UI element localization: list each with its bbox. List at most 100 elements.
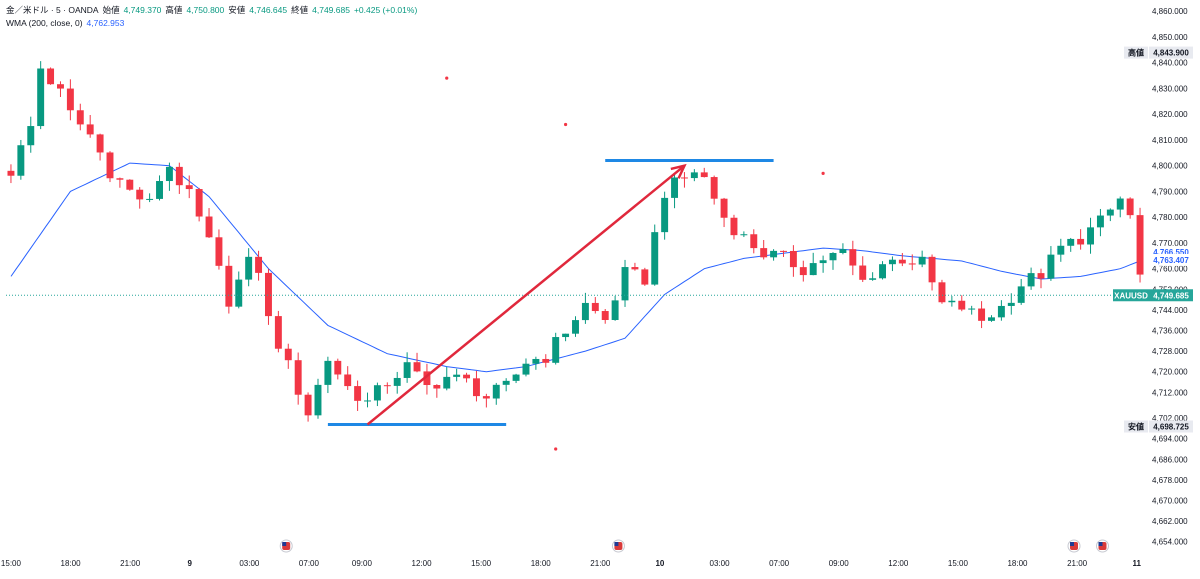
x-tick-label: 09:00 [352, 559, 373, 568]
candle-body [552, 337, 560, 363]
candle-body [809, 263, 817, 276]
candle-body [839, 249, 847, 253]
high-value: 4,750.800 [186, 5, 225, 15]
event-flag-icon [611, 539, 625, 553]
marker-dot [821, 171, 825, 176]
candle-body [1037, 273, 1045, 279]
low-value: 4,746.645 [249, 5, 288, 15]
svg-text:高値: 高値 [1128, 48, 1144, 58]
candle-body [532, 358, 540, 364]
candle-body [502, 380, 510, 385]
candle-body [562, 333, 570, 338]
y-tick-label: 4,810.000 [1152, 136, 1188, 145]
y-tick-label: 4,678.000 [1152, 476, 1188, 485]
candle-body [96, 134, 104, 153]
candle-body [869, 278, 877, 280]
y-tick-label: 4,860.000 [1152, 7, 1188, 16]
candle-body [859, 265, 867, 280]
y-tick-label: 4,820.000 [1152, 110, 1188, 119]
candle-body [175, 166, 183, 186]
y-tick-label: 4,702.000 [1152, 414, 1188, 423]
candle-body [829, 252, 837, 261]
candle-body [1087, 227, 1094, 245]
candle-body [433, 385, 441, 389]
x-tick-label: 09:00 [829, 559, 850, 568]
chart-legend: 金／米ドル · 5 · OANDA 始値 4,749.370 高値 4,750.80… [6, 4, 417, 30]
candle-body [165, 166, 173, 182]
candle-body [492, 384, 500, 399]
candle-body [482, 396, 490, 399]
x-tick-label: 12:00 [888, 559, 909, 568]
candle-body [195, 189, 203, 217]
candle-body [760, 248, 768, 258]
candle-body [601, 311, 609, 320]
candle-body [710, 177, 718, 199]
candle-body [472, 378, 480, 397]
high-label: 高値 [165, 5, 183, 15]
candle-body [324, 360, 332, 385]
candle-body [780, 250, 787, 252]
event-flag-icon [1095, 539, 1109, 553]
candle-body [888, 259, 896, 265]
svg-text:4,766.550: 4,766.550 [1153, 248, 1189, 257]
candle-body [898, 259, 906, 264]
x-tick-label: 07:00 [769, 559, 790, 568]
y-tick-label: 4,780.000 [1152, 213, 1188, 222]
svg-text:4,749.685: 4,749.685 [1153, 291, 1189, 300]
candle-body [641, 269, 649, 285]
y-tick-label: 4,662.000 [1152, 517, 1188, 526]
candle-body [185, 185, 193, 190]
x-tick-label: 18:00 [531, 559, 552, 568]
candle-body [789, 250, 797, 268]
candle-body [205, 216, 213, 238]
x-tick-label: 21:00 [1067, 559, 1088, 568]
candle-body [423, 371, 431, 386]
y-tick-label: 4,686.000 [1152, 455, 1188, 464]
x-tick-label: 21:00 [120, 559, 141, 568]
candle-body [938, 282, 946, 303]
candle-body [47, 68, 55, 85]
event-flag-icon [279, 539, 293, 553]
candle-body [690, 172, 698, 179]
candle-body [393, 377, 401, 386]
indicator-label[interactable]: WMA (200, close, 0) [6, 18, 83, 28]
candle-body [373, 385, 381, 401]
y-tick-label: 4,670.000 [1152, 496, 1188, 505]
close-value: 4,749.685 [312, 5, 350, 15]
event-flag-icon [1067, 539, 1081, 553]
candle-body [522, 363, 530, 375]
candle-body [86, 124, 94, 135]
x-tick-label: 15:00 [1, 559, 22, 568]
svg-text:4,698.725: 4,698.725 [1153, 423, 1189, 432]
candle-body [126, 179, 134, 190]
candle-body [908, 263, 916, 265]
x-tick-label: 11 [1132, 559, 1141, 568]
candle-body [413, 362, 421, 372]
candle-body [730, 217, 738, 236]
symbol-label[interactable]: 金／米ドル · 5 · OANDA [6, 5, 99, 15]
close-label: 終値 [291, 5, 309, 15]
candle-body [661, 197, 669, 233]
candle-body [512, 374, 520, 381]
candle-body [621, 267, 629, 301]
candle-body [17, 145, 25, 176]
candle-body [631, 267, 639, 270]
candle-body [740, 234, 748, 236]
candle-body [76, 110, 84, 125]
candle-body [225, 265, 233, 307]
trend-arrow [366, 164, 686, 426]
candle-body [344, 374, 352, 387]
candle-body [264, 272, 272, 317]
trend-arrow-head [670, 163, 687, 179]
candle-body [136, 189, 144, 200]
svg-text:4,763.407: 4,763.407 [1153, 256, 1189, 265]
y-tick-label: 4,712.000 [1152, 388, 1188, 397]
x-tick-label: 15:00 [471, 559, 492, 568]
candle-body [215, 237, 223, 266]
candle-body [542, 358, 550, 363]
candle-body [27, 126, 35, 146]
candle-body [116, 178, 124, 180]
candle-body [948, 300, 956, 303]
svg-text:XAUUSD: XAUUSD [1114, 291, 1148, 300]
